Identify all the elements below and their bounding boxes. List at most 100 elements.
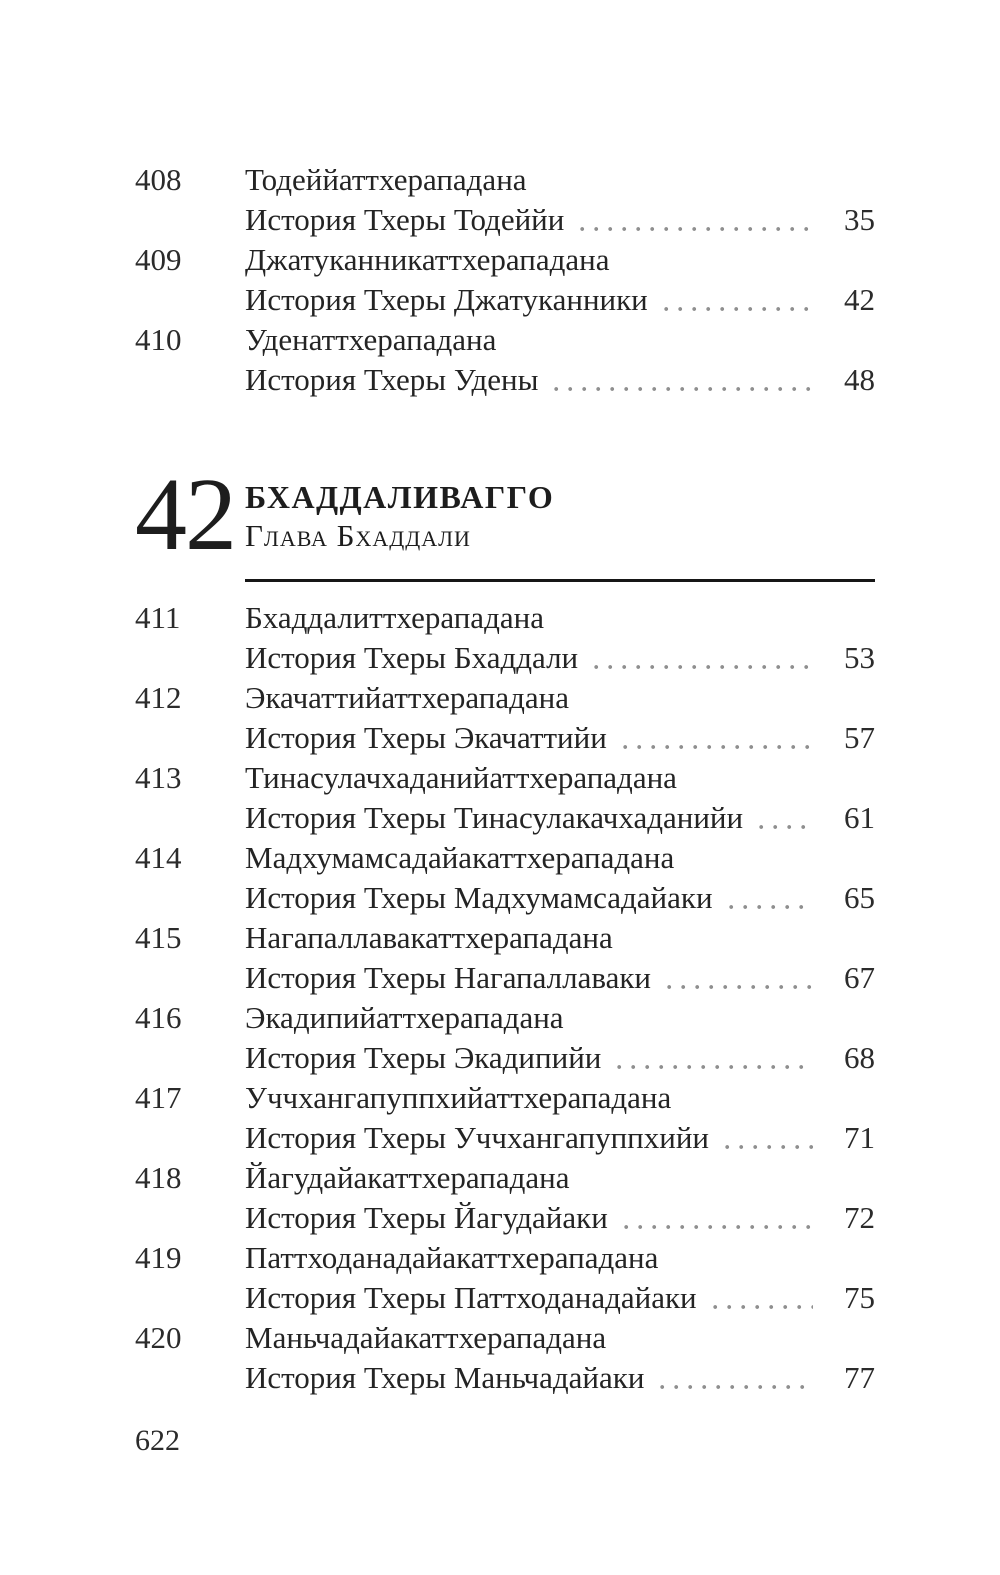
entry-subtitle: История Тхеры Джатуканники [245,282,648,317]
entry-subtitle-row: История Тхеры Мадхумамсадайаки 65 [245,878,875,918]
chapter-titles: БХАДДАЛИВАГГО Глава Бхаддали [245,477,875,557]
entry-title: Нагапаллавакаттхерападана [245,920,613,956]
entry-number: 413 [135,760,182,796]
entry-subtitle-row: История Тхеры Тодеййи 35 [245,200,875,240]
entry-page-number: 68 [844,1040,875,1076]
entry-subtitle: История Тхеры Йагудайаки [245,1200,608,1236]
dot-leader [759,823,813,832]
toc-entry: 417 Уччхангапуппхийаттхерападана История… [135,1078,875,1158]
entry-number: 415 [135,920,182,956]
toc-entry: 419 Паттходанадайакаттхерападана История… [135,1238,875,1318]
entry-number: 412 [135,680,182,716]
entry-title: Джатуканникаттхерападана [245,242,610,277]
entry-title: Экадипийаттхерападана [245,1000,564,1036]
entry-body: Экачаттийаттхерападана История Тхеры Эка… [245,678,875,758]
dot-leader [580,225,813,233]
entry-number: 417 [135,1080,182,1116]
entry-subtitle: История Тхеры Уччхангапуппхийи [245,1120,710,1156]
entry-subtitle: История Тхеры Экачаттийи [245,720,607,756]
entry-title: Уччхангапуппхийаттхерападана [245,1080,672,1116]
entry-subtitle: История Тхеры Тинасулакачхаданийи [245,800,744,836]
chapter-heading: 42 БХАДДАЛИВАГГО Глава Бхаддали [135,457,875,572]
dot-leader [667,983,813,992]
toc-entry: 416 Экадипийаттхерападана История Тхеры … [135,998,875,1078]
toc-entry: 409 Джатуканникаттхерападана История Тхе… [135,240,875,320]
chapter-rule [245,579,875,583]
toc-entry: 410 Уденаттхерападана История Тхеры Уден… [135,320,875,400]
entry-body: Йагудайакаттхерападана История Тхеры Йаг… [245,1158,875,1238]
entry-page-number: 75 [844,1280,875,1316]
entry-body: Экадипийаттхерападана История Тхеры Экад… [245,998,875,1078]
entry-page-number: 71 [844,1120,875,1156]
entry-body: Уччхангапуппхийаттхерападана История Тхе… [245,1078,875,1158]
entry-body: Маньчадайакаттхерападана История Тхеры М… [245,1318,875,1398]
entry-number: 414 [135,840,182,876]
entry-page-number: 57 [844,720,875,756]
entry-body: Джатуканникаттхерападана История Тхеры Д… [245,240,875,320]
entry-subtitle-row: История Тхеры Джатуканники 42 [245,280,875,320]
entry-body: Бхаддалиттхерападана История Тхеры Бхадд… [245,598,875,678]
entry-subtitle: История Тхеры Мадхумамсадайаки [245,880,713,916]
footer-page-number: 622 [135,1424,180,1457]
toc-entry: 411 Бхаддалиттхерападана История Тхеры Б… [135,598,875,678]
toc-entry: 412 Экачаттийаттхерападана История Тхеры… [135,678,875,758]
toc-entry: 414 Мадхумамсадайакаттхерападана История… [135,838,875,918]
entry-number: 420 [135,1320,182,1356]
dot-leader [623,1223,813,1232]
toc-entry: 408 Тодеййаттхерападана История Тхеры То… [135,160,875,240]
entry-subtitle-row: История Тхеры Бхаддали 53 [245,638,875,678]
chapter-subtitle: Глава Бхаддали [245,518,471,554]
dot-leader [554,385,813,393]
entry-subtitle-row: История Тхеры Экадипийи 68 [245,1038,875,1078]
entry-subtitle-row: История Тхеры Экачаттийи 57 [245,718,875,758]
entry-subtitle-row: История Тхеры Маньчадайаки 77 [245,1358,875,1398]
entry-subtitle: История Тхеры Тодеййи [245,202,565,237]
entry-number: 418 [135,1160,182,1196]
entry-subtitle-row: История Тхеры Нагапаллаваки 67 [245,958,875,998]
entry-title: Йагудайакаттхерападана [245,1160,570,1196]
entry-body: Нагапаллавакаттхерападана История Тхеры … [245,918,875,998]
entry-title: Маньчадайакаттхерападана [245,1320,607,1356]
entry-subtitle: История Тхеры Экадипийи [245,1040,602,1076]
entry-title: Бхаддалиттхерападана [245,600,544,636]
dot-leader [728,903,813,912]
entry-title: Мадхумамсадайакаттхерападана [245,840,675,876]
toc-entry: 418 Йагудайакаттхерападана История Тхеры… [135,1158,875,1238]
entry-number: 416 [135,1000,182,1036]
entry-subtitle-row: История Тхеры Удены 48 [245,360,875,400]
dot-leader [617,1063,813,1072]
entry-page-number: 67 [844,960,875,996]
entry-body: Тинасулачхаданийаттхерападана История Тх… [245,758,875,838]
entry-body: Уденаттхерападана История Тхеры Удены 48 [245,320,875,400]
chapter-rule-row [135,579,875,583]
dot-leader [712,1303,813,1312]
entry-subtitle-row: История Тхеры Тинасулакачхаданийи 61 [245,798,875,838]
dot-leader [660,1383,813,1392]
toc-entry: 420 Маньчадайакаттхерападана История Тхе… [135,1318,875,1398]
entry-number: 408 [135,162,182,197]
chapter-number: 42 [135,457,237,572]
toc-entry: 413 Тинасулачхаданийаттхерападана Истори… [135,758,875,838]
entry-body: Паттходанадайакаттхерападана История Тхе… [245,1238,875,1318]
entry-subtitle: История Тхеры Удены [245,362,539,397]
entry-title: Тинасулачхаданийаттхерападана [245,760,677,796]
dot-leader [663,305,813,313]
entry-subtitle: История Тхеры Бхаддали [245,640,579,676]
entry-number: 419 [135,1240,182,1276]
entry-subtitle: История Тхеры Паттходанадайаки [245,1280,697,1316]
entry-title: Уденаттхерападана [245,322,497,357]
entry-page-number: 53 [844,640,875,676]
entry-page-number: 35 [844,202,875,237]
dot-leader [725,1143,813,1152]
entry-subtitle-row: История Тхеры Йагудайаки 72 [245,1198,875,1238]
entry-subtitle: История Тхеры Маньчадайаки [245,1360,645,1396]
entry-number: 411 [135,600,181,636]
entry-page-number: 48 [844,362,875,397]
dot-leader [622,743,813,752]
entry-number: 409 [135,242,182,277]
entry-page-number: 77 [844,1360,875,1396]
entry-title: Паттходанадайакаттхерападана [245,1240,659,1276]
entry-title: Тодеййаттхерападана [245,162,527,197]
entry-page-number: 72 [844,1200,875,1236]
entry-number: 410 [135,322,182,357]
